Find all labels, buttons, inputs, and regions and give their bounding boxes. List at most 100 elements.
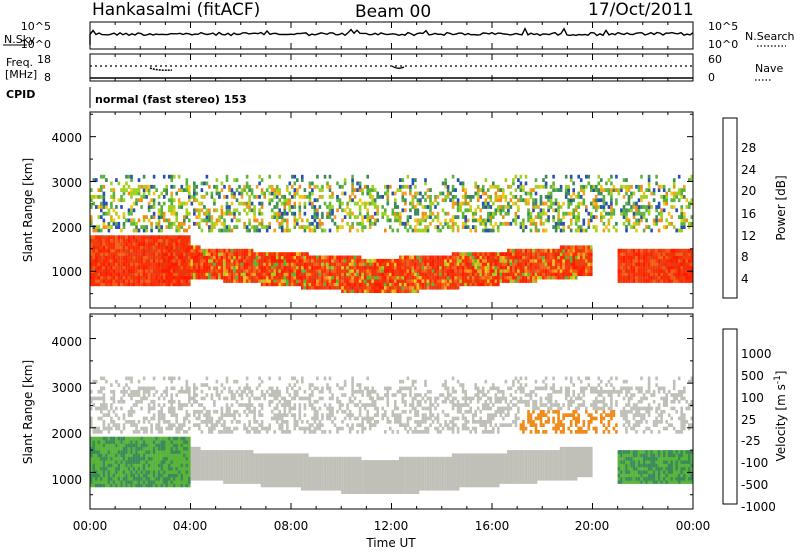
power-cell xyxy=(396,285,400,290)
power-cell xyxy=(557,265,560,270)
power-cell xyxy=(627,208,631,213)
power-cell xyxy=(183,258,186,263)
power-cell xyxy=(497,198,500,203)
power-cell xyxy=(268,258,271,263)
power-cell xyxy=(152,275,156,280)
velocity-cell xyxy=(90,443,93,448)
velocity-cell xyxy=(107,466,111,471)
power-cell xyxy=(200,262,204,267)
velocity-cell xyxy=(142,393,146,397)
power-cell xyxy=(592,205,596,209)
power-cell xyxy=(640,198,643,203)
power-cell xyxy=(152,248,156,253)
power-cell xyxy=(328,201,332,206)
power-cell xyxy=(225,208,229,213)
power-cell xyxy=(494,262,498,267)
power-cell xyxy=(225,272,229,277)
power-cell xyxy=(177,248,181,253)
power-cell xyxy=(396,211,400,216)
power-cell xyxy=(263,279,266,283)
power-cell xyxy=(175,242,178,246)
power-cell xyxy=(424,262,427,267)
power-cell xyxy=(554,272,558,277)
power-cell xyxy=(640,205,643,209)
power-cell xyxy=(416,282,420,287)
power-cell xyxy=(185,178,189,182)
power-cell xyxy=(625,248,628,253)
power-cell xyxy=(637,262,641,267)
power-cell xyxy=(439,258,442,263)
velocity-cell xyxy=(142,376,146,381)
power-cell xyxy=(547,218,550,223)
power-cell xyxy=(504,221,508,226)
power-cell xyxy=(223,252,226,256)
velocity-cell xyxy=(132,423,136,427)
power-cell xyxy=(127,282,131,287)
power-cell xyxy=(205,269,209,273)
power-cell xyxy=(514,265,518,270)
power-cell xyxy=(155,252,158,256)
power-cell xyxy=(275,262,279,267)
power-cell xyxy=(326,275,329,280)
power-cell xyxy=(524,265,528,270)
power-cell xyxy=(396,228,400,233)
power-cell xyxy=(552,215,555,219)
power-cell xyxy=(391,208,395,213)
power-cell xyxy=(100,269,103,273)
power-cell xyxy=(112,198,116,203)
velocity-cell xyxy=(115,466,118,471)
power-cell xyxy=(263,191,266,196)
power-cell xyxy=(677,272,681,277)
power-cell xyxy=(223,255,226,260)
power-cell xyxy=(577,228,580,233)
power-cell xyxy=(487,215,490,219)
power-cell xyxy=(481,282,485,287)
power-cell xyxy=(321,282,324,287)
power-cell xyxy=(620,265,623,270)
velocity-cell xyxy=(175,460,178,464)
velocity-cell xyxy=(117,416,121,421)
power-cell xyxy=(612,184,616,189)
power-cell xyxy=(484,225,488,229)
power-cell xyxy=(193,248,196,253)
velocity-cell xyxy=(95,396,98,401)
power-cell xyxy=(152,201,156,206)
power-cell xyxy=(183,252,186,256)
velocity-cell xyxy=(170,409,173,414)
power-cell xyxy=(539,184,543,189)
power-cell xyxy=(328,275,332,280)
power-cell xyxy=(125,218,128,223)
power-cell xyxy=(446,184,450,189)
power-cell xyxy=(100,205,103,209)
power-cell xyxy=(278,262,281,267)
power-cell xyxy=(637,211,641,216)
power-cell xyxy=(97,225,101,229)
power-cell xyxy=(476,191,480,196)
power-cell xyxy=(456,265,460,270)
power-cell xyxy=(446,262,450,267)
power-cell xyxy=(248,205,251,209)
velocity-cell xyxy=(130,409,133,414)
velocity-cell xyxy=(185,470,189,474)
power-cell xyxy=(167,208,171,213)
velocity-cell xyxy=(177,460,181,464)
power-cell xyxy=(142,188,146,192)
power-cell xyxy=(514,255,518,260)
power-cell xyxy=(605,225,608,229)
power-cell xyxy=(592,201,596,206)
power-cell xyxy=(318,272,322,277)
power-cell xyxy=(157,255,161,260)
power-cell xyxy=(100,228,103,233)
velocity-cell xyxy=(160,426,163,431)
power-cell xyxy=(260,282,264,287)
velocity-cell xyxy=(135,476,138,481)
power-cell xyxy=(160,245,163,250)
power-cell xyxy=(117,248,121,253)
velocity-cell xyxy=(112,456,116,461)
power-cell xyxy=(177,188,181,192)
power-cell xyxy=(265,275,269,280)
velocity-cell xyxy=(183,430,186,434)
power-cell xyxy=(376,272,379,277)
power-cell xyxy=(429,269,432,273)
power-cell xyxy=(547,269,550,273)
